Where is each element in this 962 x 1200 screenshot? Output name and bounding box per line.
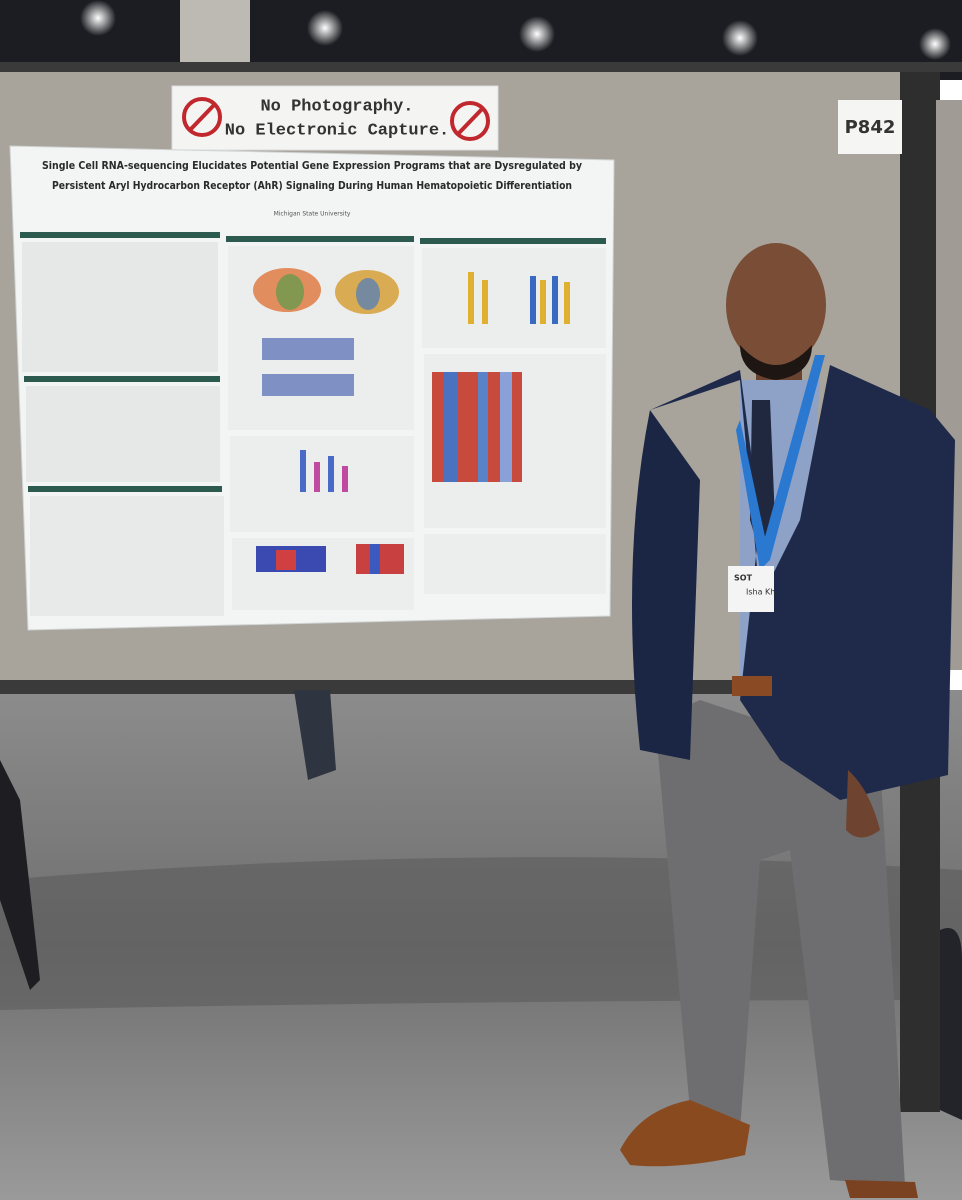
badge-name: Isha Kh — [746, 588, 775, 597]
badge-event: SOT — [734, 574, 753, 583]
booth-number: P842 — [845, 117, 896, 138]
poster-title: Single Cell RNA-sequencing Elucidates Po… — [42, 160, 582, 172]
poster-figures — [253, 268, 570, 574]
sign-text: No Photography. — [260, 97, 413, 116]
sign-text: No Electronic Capture. — [225, 121, 449, 140]
ceiling-lights — [80, 0, 951, 60]
person: SOT Isha Kh — [620, 243, 955, 1198]
background-person — [294, 690, 336, 780]
chair — [0, 760, 40, 990]
no-photo-sign — [171, 85, 499, 151]
booth-sign — [838, 100, 902, 154]
poster-affiliation: Michigan State University — [274, 211, 351, 218]
chair — [940, 928, 962, 1120]
no-photo-icon — [182, 97, 490, 141]
panel-frame — [0, 62, 962, 72]
pillar — [180, 0, 250, 68]
poster-title: Persistent Aryl Hydrocarbon Receptor (Ah… — [52, 180, 572, 192]
